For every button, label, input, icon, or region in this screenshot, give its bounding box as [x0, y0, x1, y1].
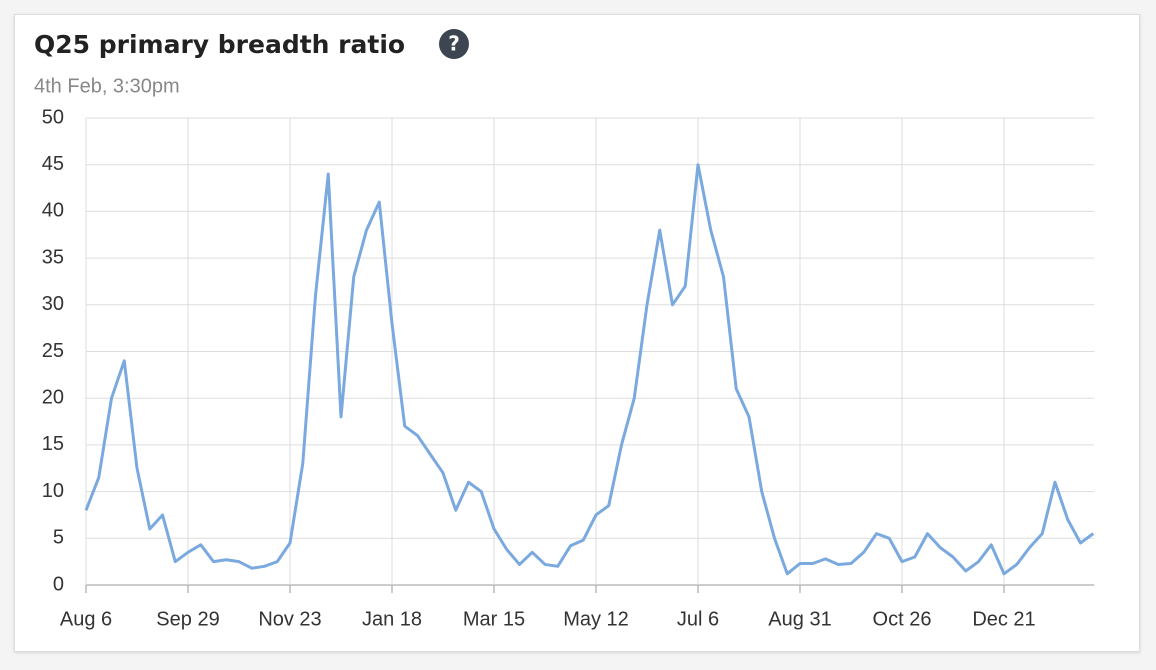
- y-tick-label: 0: [53, 573, 64, 595]
- chart-subtitle: 4th Feb, 3:30pm: [34, 75, 180, 97]
- y-tick-label: 30: [42, 293, 64, 315]
- x-tick-label: Sep 29: [156, 608, 219, 630]
- y-tick-label: 25: [42, 340, 64, 362]
- y-tick-label: 5: [53, 527, 64, 549]
- x-tick-label: Oct 26: [873, 608, 932, 630]
- x-tick-label: Aug 6: [60, 608, 112, 630]
- y-tick-label: 40: [42, 200, 64, 222]
- y-tick-label: 20: [42, 386, 64, 408]
- y-tick-label: 50: [42, 106, 64, 128]
- x-tick-label: May 12: [563, 608, 629, 630]
- y-tick-label: 10: [42, 480, 64, 502]
- x-tick-label: Jan 18: [362, 608, 422, 630]
- x-tick-label: Nov 23: [258, 608, 321, 630]
- x-tick-label: Jul 6: [677, 608, 719, 630]
- x-tick-label: Mar 15: [463, 608, 525, 630]
- y-tick-label: 35: [42, 246, 64, 268]
- chart-title: Q25 primary breadth ratio: [34, 30, 405, 59]
- y-tick-label: 15: [42, 433, 64, 455]
- data-line: [84, 163, 1095, 576]
- x-tick-label: Aug 31: [768, 608, 831, 630]
- x-tick-label: Dec 21: [972, 608, 1035, 630]
- y-tick-label: 45: [42, 153, 64, 175]
- help-icon[interactable]: ?: [439, 29, 469, 59]
- svg-text:?: ?: [448, 32, 460, 56]
